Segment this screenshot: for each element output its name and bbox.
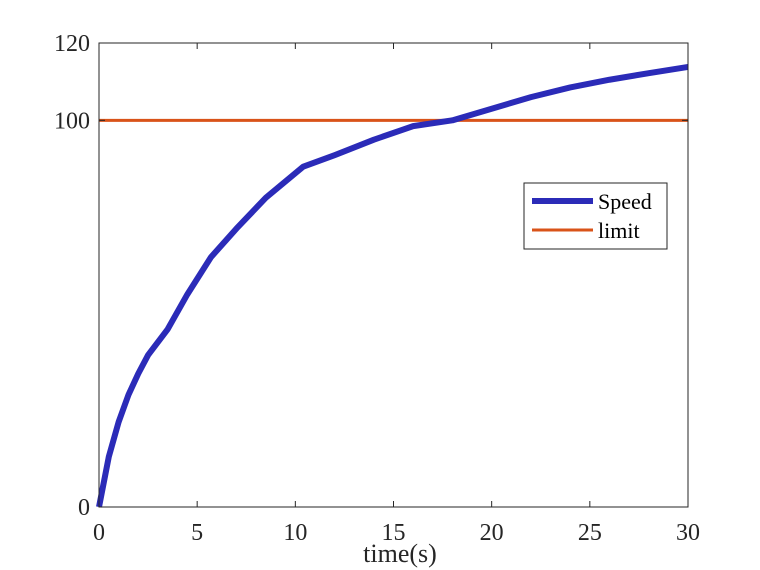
legend: Speed limit <box>523 182 668 250</box>
series-line-speed <box>96 64 689 508</box>
axes-background <box>99 43 688 507</box>
x-tick-label: 10 <box>283 520 307 546</box>
series-layer <box>96 64 689 508</box>
x-tick-label: 30 <box>676 520 700 546</box>
legend-box <box>523 182 668 250</box>
x-tick-label: 5 <box>191 520 203 546</box>
y-tick-label: 120 <box>54 31 90 57</box>
legend-label-limit: limit <box>598 218 640 243</box>
plot-area: 0 5 10 15 20 25 30 0 100 120 <box>54 31 700 546</box>
x-tick-label: 15 <box>382 520 406 546</box>
x-axis-label: time(s) <box>363 539 437 568</box>
x-axis-ticks: 0 5 10 15 20 25 30 <box>93 43 700 546</box>
y-tick-label: 100 <box>54 108 90 134</box>
legend-label-speed: Speed <box>598 189 652 214</box>
x-tick-label: 25 <box>578 520 602 546</box>
x-tick-label: 0 <box>93 520 105 546</box>
y-axis-ticks: 0 100 120 <box>54 31 688 521</box>
y-tick-label: 0 <box>78 495 90 521</box>
x-tick-label: 20 <box>480 520 504 546</box>
